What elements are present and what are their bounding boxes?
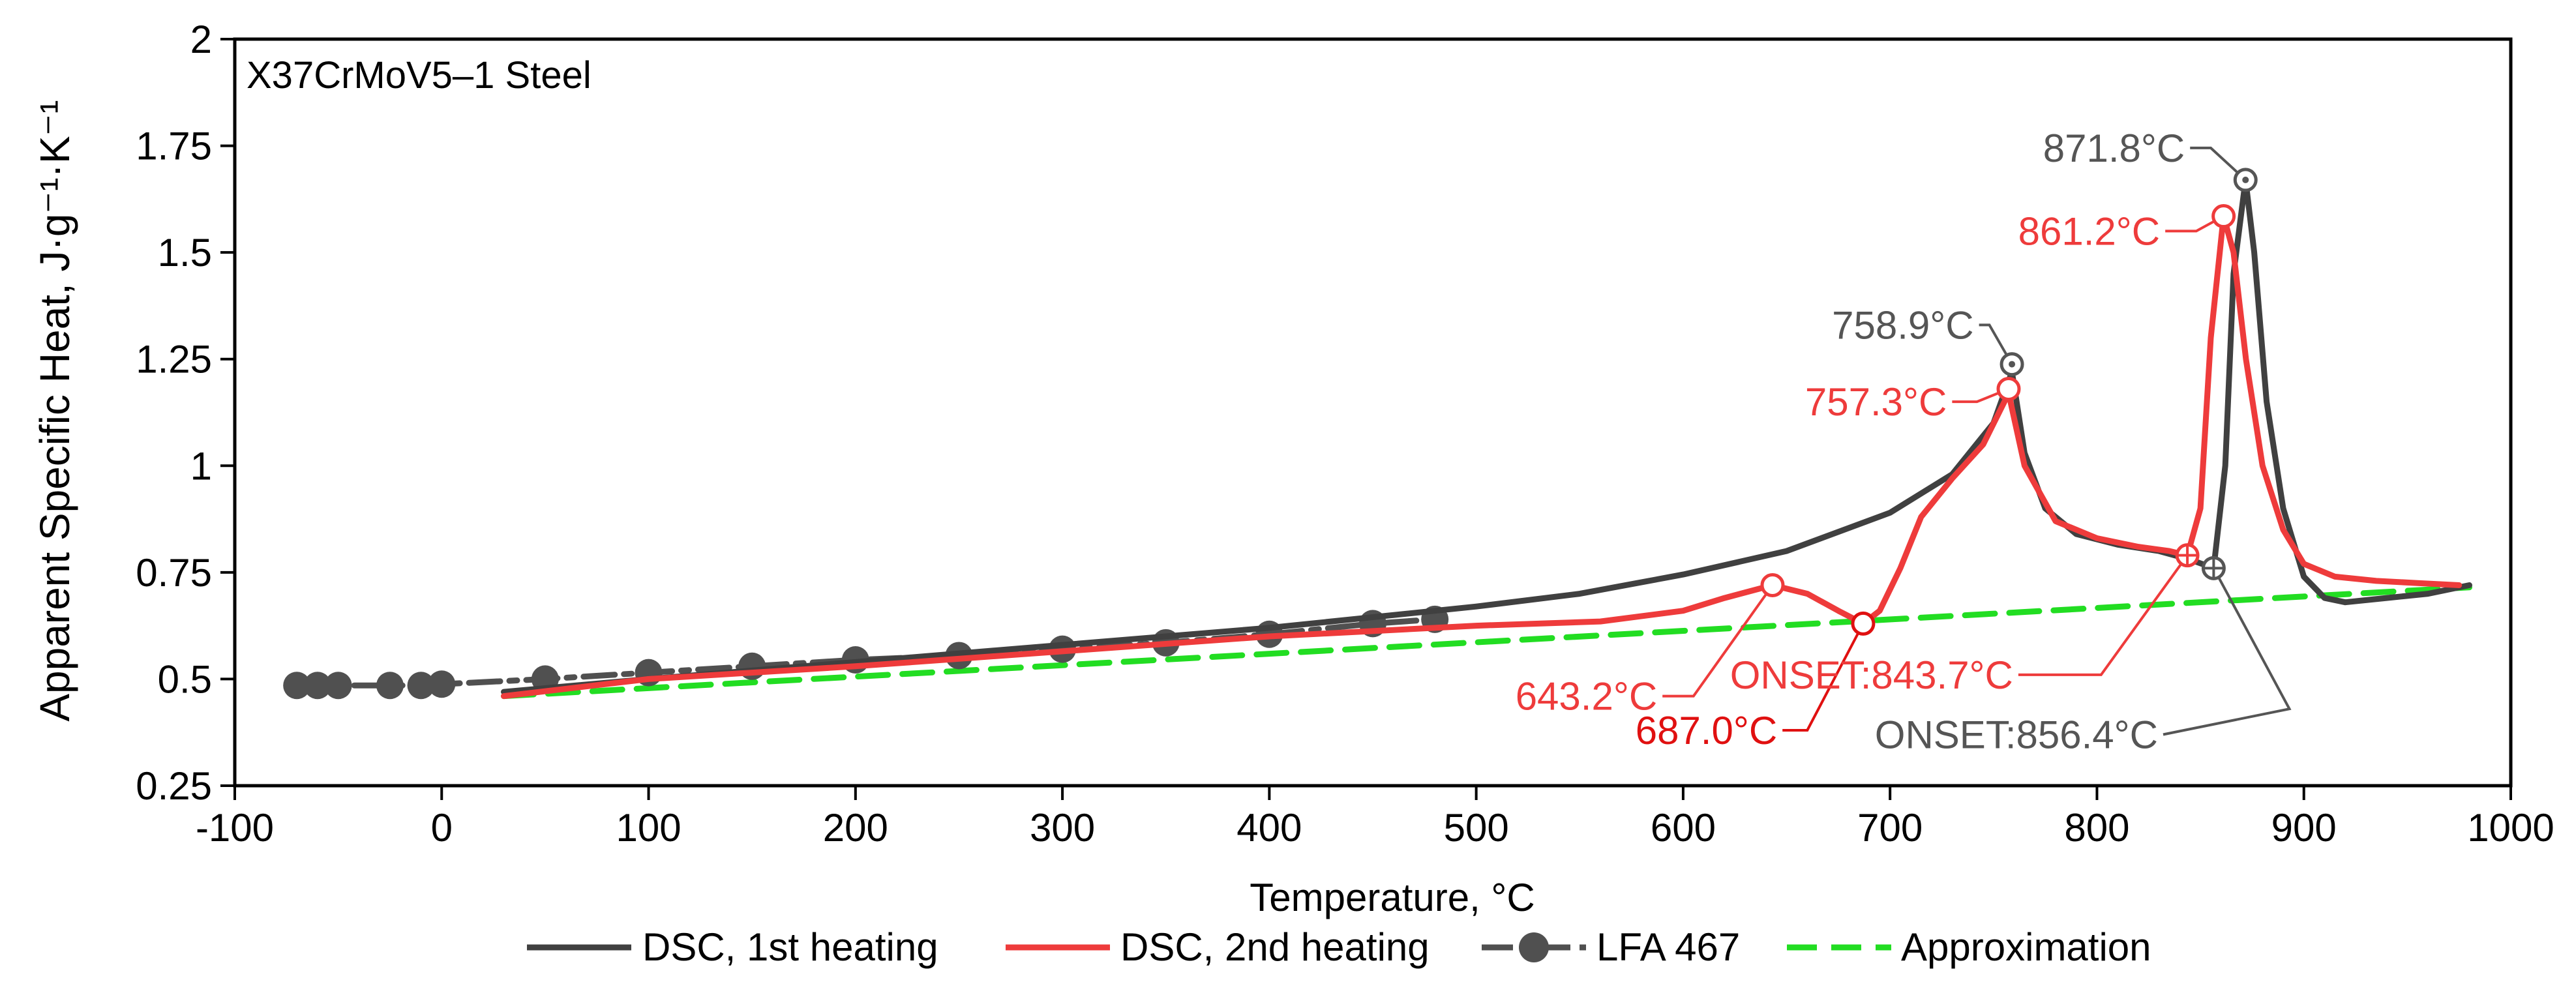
x-axis-label: Temperature, °C <box>1250 876 1535 919</box>
lfa-467-point <box>324 672 352 700</box>
annotation-label: 687.0°C <box>1636 709 1777 752</box>
y-axis-label: Apparent Specific Heat, J·g⁻¹·K⁻¹ <box>31 100 78 721</box>
annotation-marker-cross <box>2177 544 2198 566</box>
y-tick-label: 2 <box>190 18 212 61</box>
annotation-marker-dot <box>2242 176 2249 183</box>
annotation-leader <box>1782 623 1865 732</box>
annotations: 871.8°C 861.2°C 758.9°C 757.3°C 643.2°C687.0… <box>1516 126 2292 756</box>
plot-frame <box>233 37 2513 788</box>
axis-ticks: -100 0 100 200 300 400 500 600 700 800 900 1000 0.25… <box>136 18 2554 850</box>
legend-label-lfa-467: LFA 467 <box>1596 925 1740 969</box>
legend-label-dsc-1st: DSC, 1st heating <box>642 925 938 969</box>
y-tick-label: 0.25 <box>136 764 212 808</box>
x-tick-label: 500 <box>1444 806 1509 850</box>
x-tick-label: 400 <box>1236 806 1302 850</box>
legend-label-approximation: Approximation <box>1901 925 2151 969</box>
lfa-467-point <box>407 672 435 700</box>
x-tick-label: -100 <box>196 806 274 850</box>
legend-label-dsc-2nd: DSC, 2nd heating <box>1120 925 1430 969</box>
y-tick-label: 1.25 <box>136 338 212 381</box>
annotation-label: 861.2°C <box>2018 209 2160 253</box>
annotation-marker <box>1760 572 1785 597</box>
y-tick-label: 1.5 <box>158 231 212 275</box>
annotation-label: 757.3°C <box>1805 380 1947 424</box>
inset-title: X37CrMoV5–1 Steel <box>247 54 592 97</box>
annotation-marker-dot <box>2009 361 2016 368</box>
annotation-label: ONSET:856.4°C <box>1875 713 2158 756</box>
lfa-467-point <box>428 670 456 698</box>
annotation-leader <box>2018 554 2189 676</box>
legend-marker-lfa-467 <box>1519 932 1549 962</box>
annotation-marker <box>1851 611 1876 636</box>
y-tick-label: 0.75 <box>136 551 212 595</box>
lfa-467-point <box>376 672 404 700</box>
annotation-marker <box>1996 377 2021 402</box>
x-tick-label: 700 <box>1857 806 1923 850</box>
annotation-leader <box>1979 323 2013 365</box>
lfa-467-point <box>283 672 311 700</box>
lfa-467-point <box>303 672 331 700</box>
series-line-approximation <box>501 584 2472 700</box>
annotation-leader <box>1662 584 1774 698</box>
x-tick-label: 1000 <box>2467 806 2554 850</box>
plot-area <box>283 177 2472 700</box>
x-tick-label: 300 <box>1030 806 1095 850</box>
y-tick-label: 1.75 <box>136 125 212 168</box>
y-tick-label: 0.5 <box>158 657 212 701</box>
annotation-leader <box>2163 567 2292 736</box>
x-tick-label: 100 <box>616 806 681 850</box>
annotation-label: 643.2°C <box>1516 675 1657 719</box>
x-tick-label: 800 <box>2064 806 2129 850</box>
x-tick-label: 0 <box>431 806 453 850</box>
y-tick-label: 1 <box>190 444 212 488</box>
legend: DSC, 1st heating DSC, 2nd heating LFA 46… <box>527 925 2151 969</box>
annotation-label: 871.8°C <box>2043 126 2185 170</box>
annotation-marker-cross <box>2203 557 2224 579</box>
annotation-label: 758.9°C <box>1832 303 1973 347</box>
annotation-leader <box>2190 146 2247 181</box>
x-tick-label: 200 <box>823 806 888 850</box>
x-tick-label: 600 <box>1651 806 1716 850</box>
annotation-label: ONSET:843.7°C <box>1730 653 2013 697</box>
x-tick-label: 900 <box>2271 806 2337 850</box>
annotation-marker <box>2211 204 2236 229</box>
